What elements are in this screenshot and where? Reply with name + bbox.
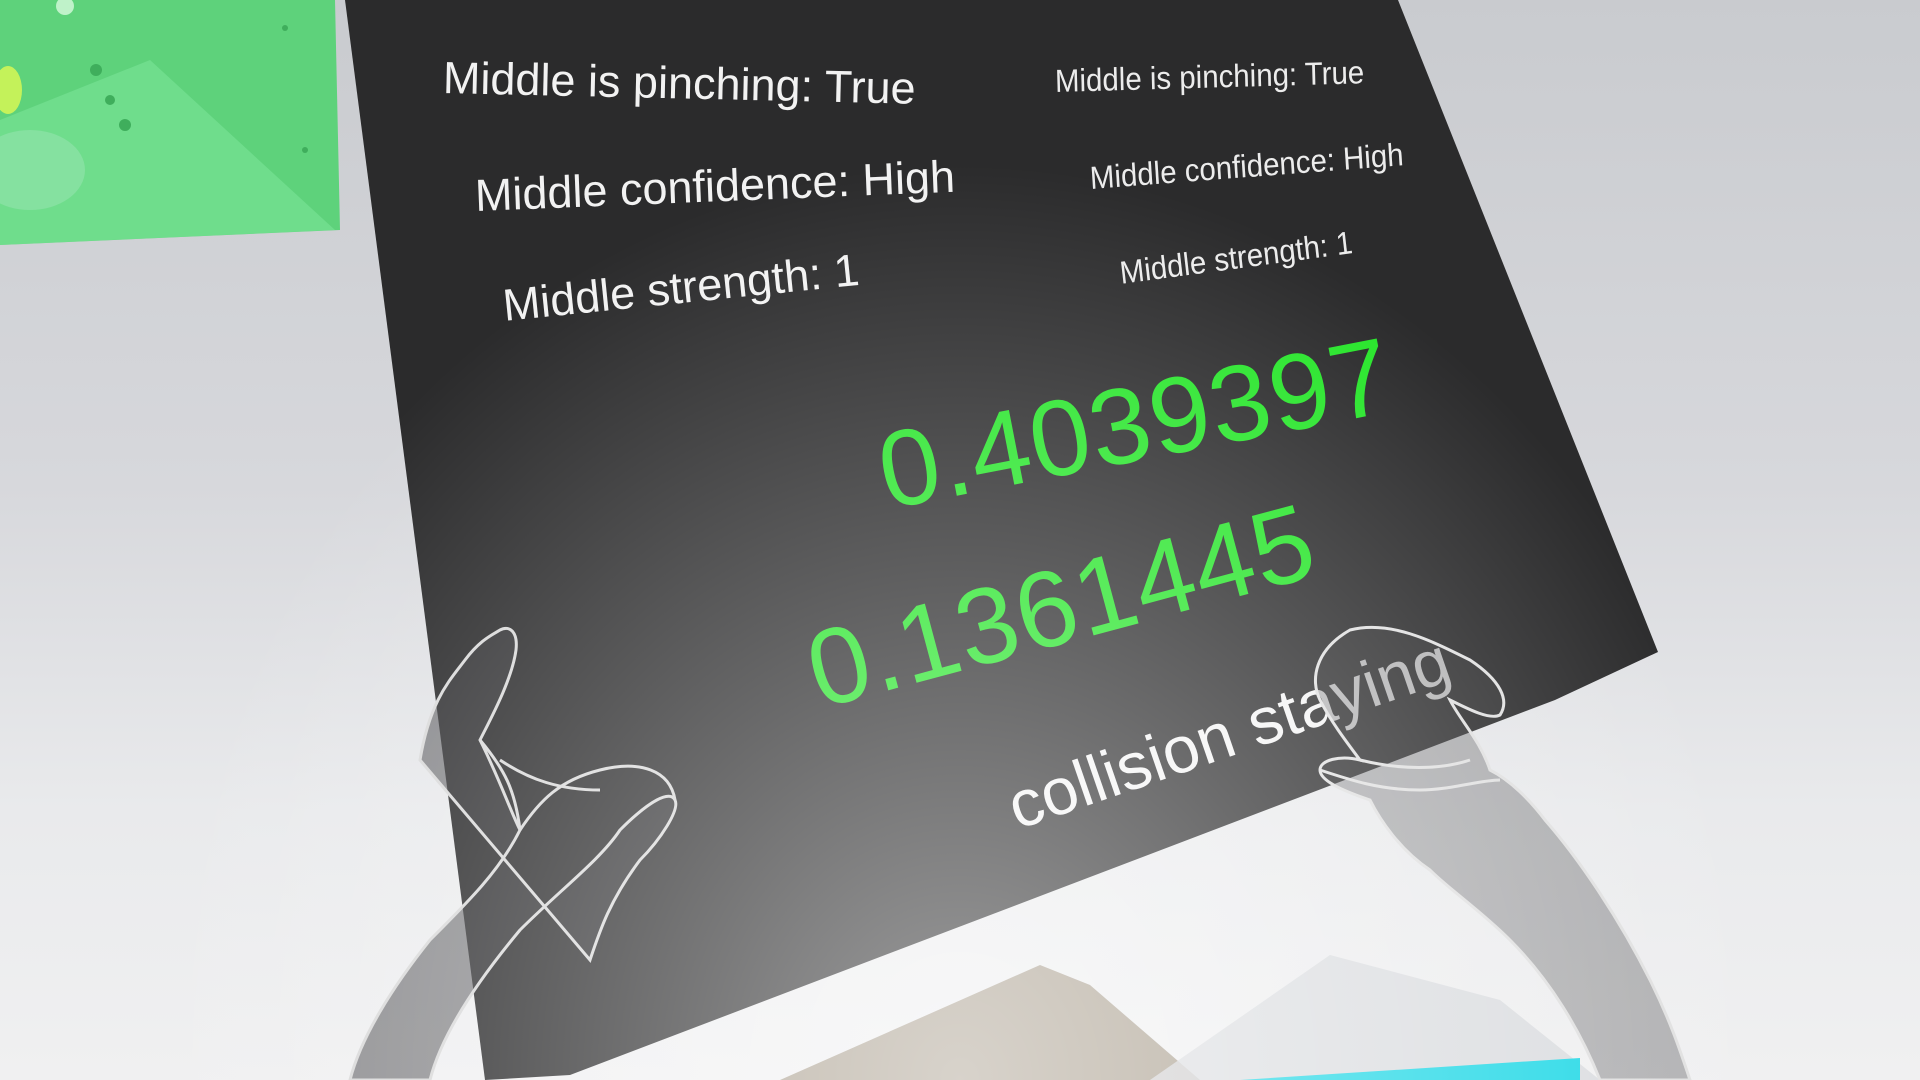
- green-board: [0, 0, 340, 245]
- info-panel: [345, 0, 1658, 1080]
- table-surface: [780, 955, 1600, 1080]
- left-pinching-label: Middle is pinching: True: [442, 52, 917, 114]
